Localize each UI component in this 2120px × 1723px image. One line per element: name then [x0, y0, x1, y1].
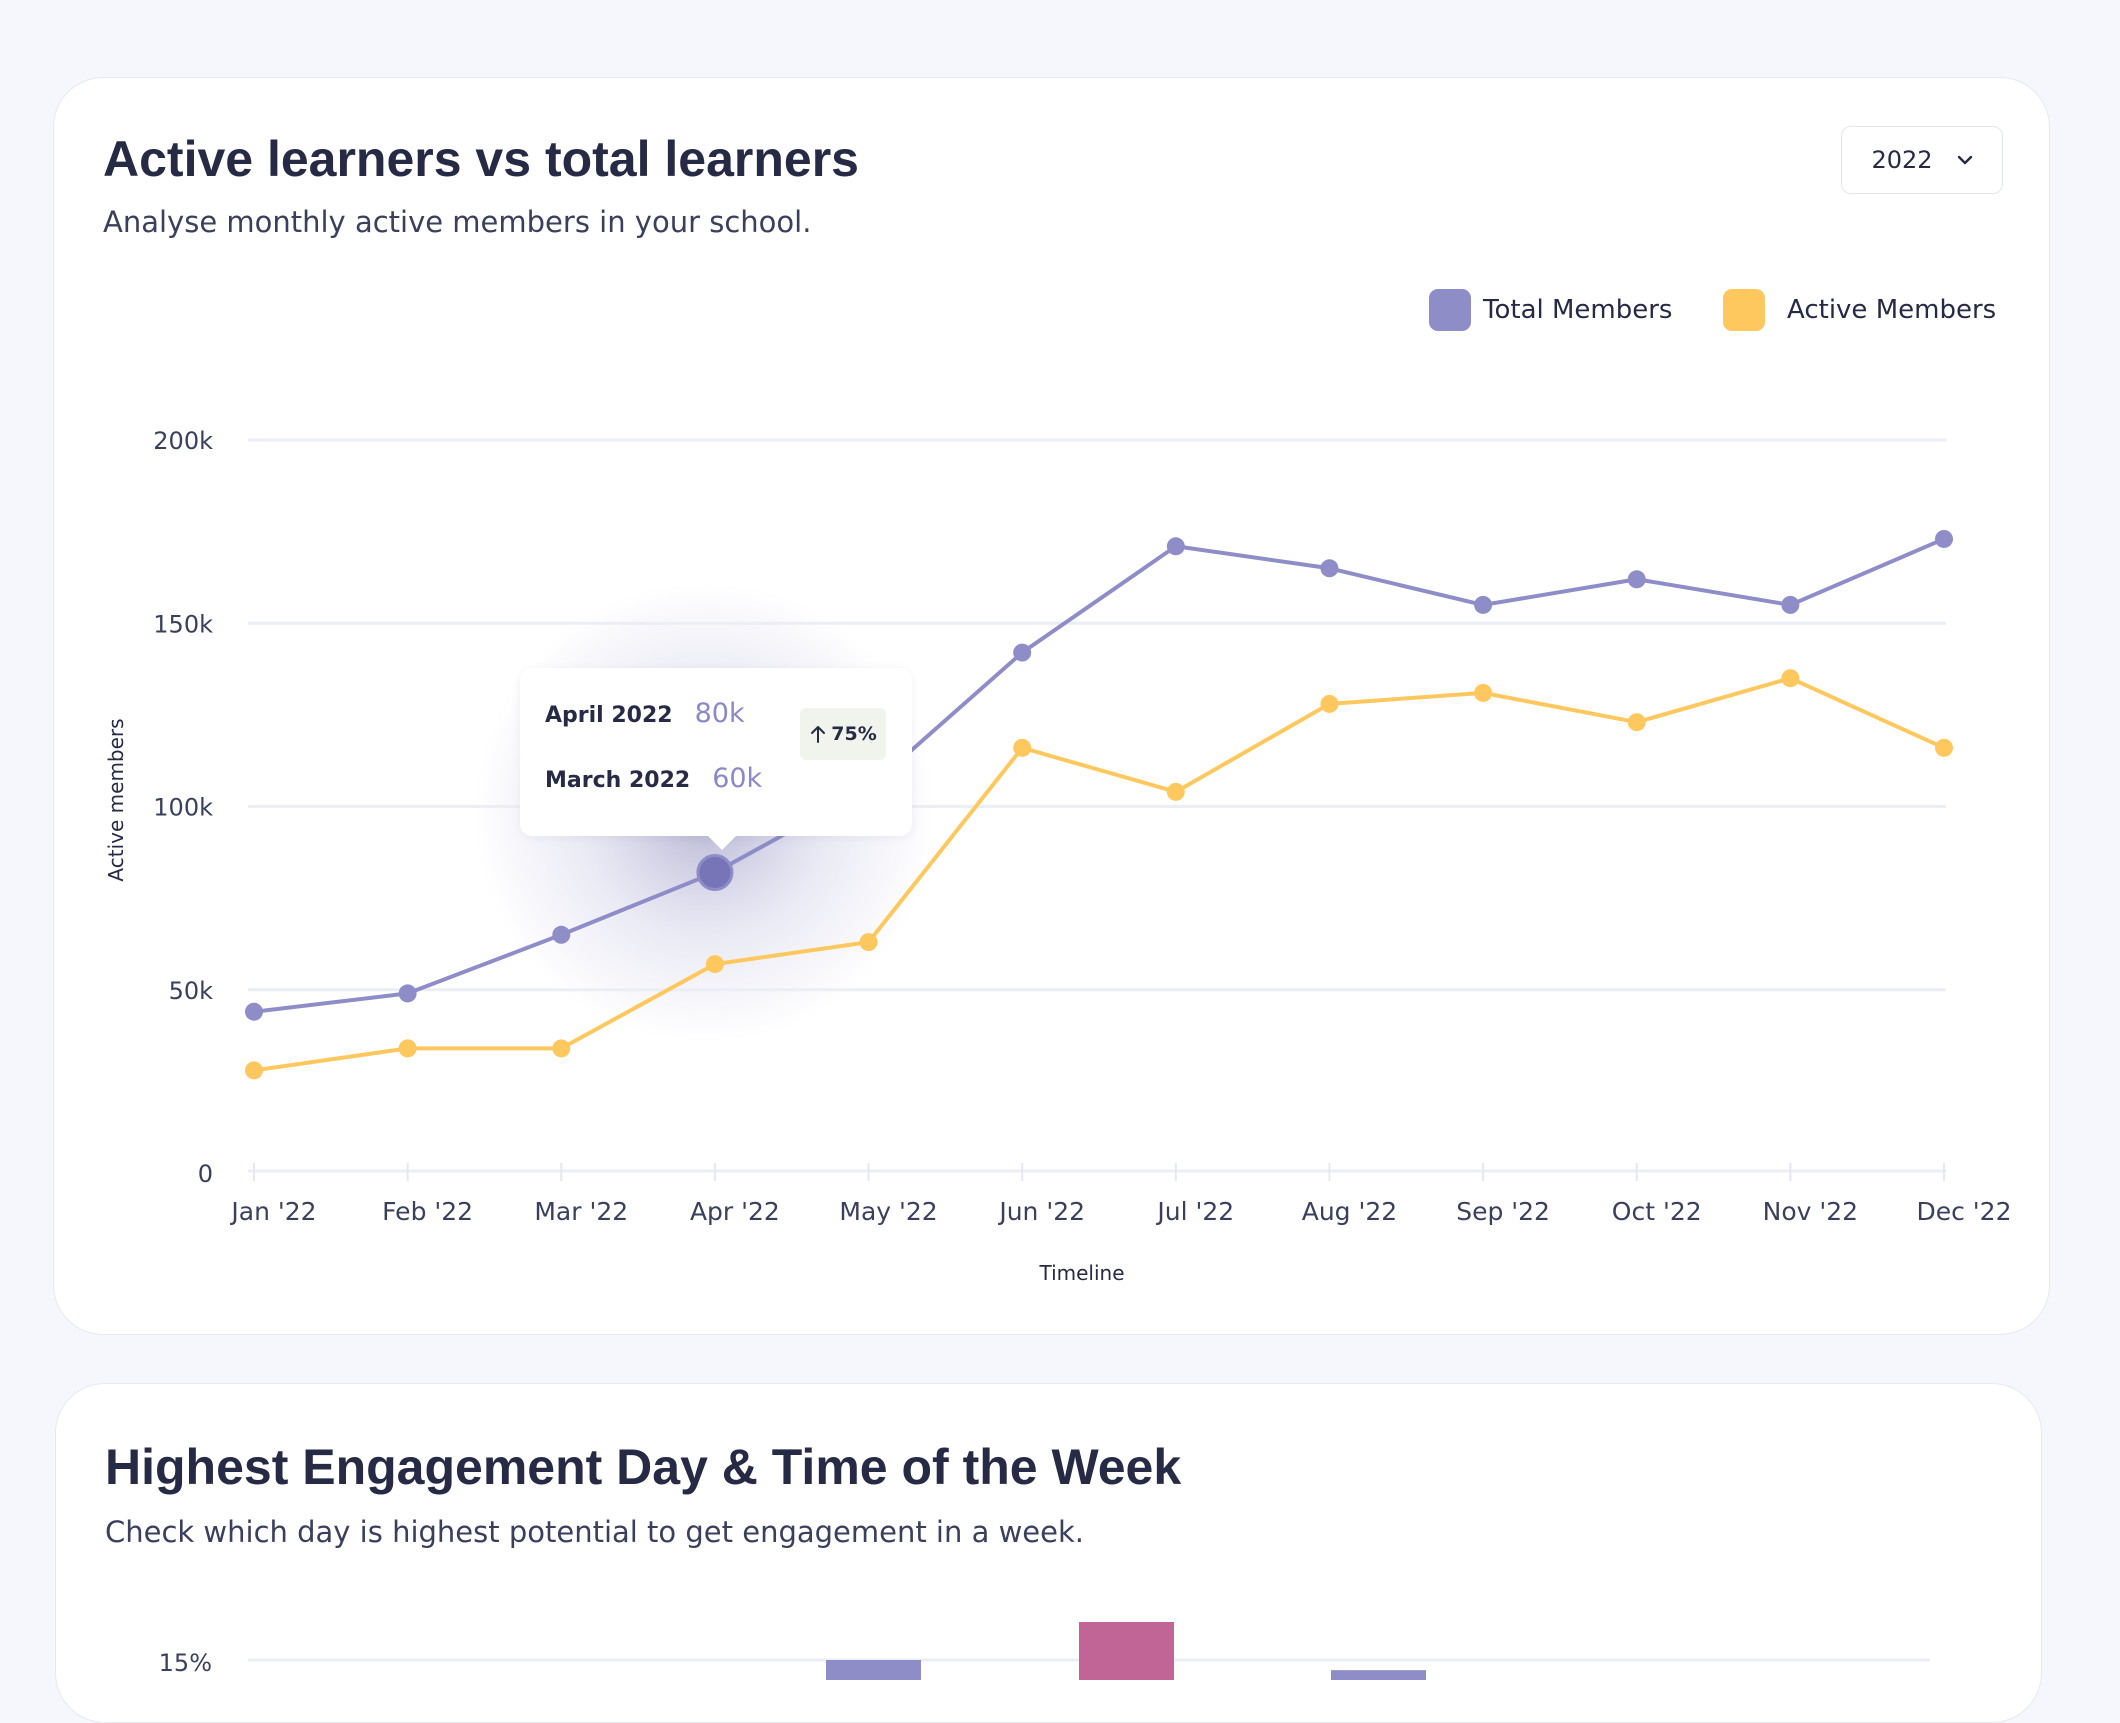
data-point	[1474, 595, 1493, 614]
x-tick-label: Dec '22	[1916, 1197, 2011, 1226]
y-tick-label: 200k	[153, 427, 213, 455]
legend-item-total-members[interactable]: Total Members	[1429, 289, 1672, 331]
x-tick-label: Apr '22	[690, 1197, 780, 1226]
series-line-active-members	[253, 676, 1945, 1073]
data-point	[552, 925, 571, 944]
engagement-card	[55, 1383, 2042, 1723]
x-tick-label: Jul '22	[1155, 1197, 1234, 1226]
data-point	[245, 1002, 263, 1021]
chart-subtitle: Analyse monthly active members in your s…	[103, 205, 812, 239]
x-tick-label: May '22	[839, 1197, 937, 1226]
data-point	[1781, 595, 1800, 614]
engagement-subtitle: Check which day is highest potential to …	[105, 1515, 1084, 1549]
data-point	[1627, 570, 1646, 589]
engagement-bar	[1079, 1622, 1174, 1680]
chevron-down-icon	[1957, 155, 1972, 165]
data-point	[1320, 559, 1339, 578]
year-select-value: 2022	[1871, 146, 1933, 174]
y-tick-label: 50k	[169, 977, 214, 1005]
data-point	[398, 984, 417, 1003]
series-line-total-members	[253, 537, 1945, 1014]
tooltip-previous-value: 60k	[712, 763, 763, 794]
engagement-title: Highest Engagement Day & Time of the Wee…	[105, 1439, 1182, 1495]
y-axis-label: Active members	[104, 718, 128, 881]
x-tick-label: Feb '22	[382, 1197, 473, 1226]
x-tick-label: Jun '22	[997, 1197, 1085, 1226]
tooltip-row-current: April 2022 80k	[545, 698, 745, 729]
tooltip-change-badge: 75%	[800, 708, 886, 760]
data-point	[1935, 529, 1953, 548]
y-tick-label: 150k	[153, 610, 213, 638]
legend-item-active-members[interactable]: Active Members	[1723, 289, 1996, 331]
legend-label-active: Active Members	[1787, 295, 1997, 325]
data-point	[1935, 738, 1953, 757]
tooltip-current-label: April 2022	[545, 703, 673, 728]
data-point	[1166, 537, 1185, 556]
year-select[interactable]: 2022	[1841, 126, 2003, 194]
tooltip-row-previous: March 2022 60k	[545, 763, 762, 794]
engagement-bar-chart: 15%	[159, 1622, 1930, 1680]
x-tick-label: Mar '22	[534, 1197, 628, 1226]
x-tick-label: Nov '22	[1763, 1197, 1858, 1226]
data-point	[1013, 643, 1032, 662]
x-tick-label: Jan '22	[229, 1197, 316, 1226]
y-tick-label: 100k	[153, 794, 213, 822]
tooltip-previous-label: March 2022	[545, 768, 691, 793]
chart-title: Active learners vs total learners	[103, 131, 859, 187]
legend-label-total: Total Members	[1483, 295, 1673, 325]
highlighted-data-point	[696, 853, 734, 891]
data-point	[1320, 694, 1339, 713]
engagement-bar	[1331, 1670, 1426, 1680]
data-point	[245, 1061, 263, 1080]
data-point	[552, 1039, 571, 1058]
legend-swatch-active-icon	[1723, 289, 1765, 331]
y-tick-label: 0	[198, 1160, 213, 1188]
x-axis-label: Timeline	[1038, 1261, 1124, 1285]
line-chart: 0 50k 100k 150k 200k Jan '22 Feb '22 Mar '22 Apr…	[104, 427, 2012, 1285]
legend-swatch-total-icon	[1429, 289, 1471, 331]
data-point	[398, 1039, 417, 1058]
data-point	[1013, 738, 1032, 757]
tooltip-current-value: 80k	[694, 698, 745, 729]
data-point	[1781, 669, 1800, 688]
x-tick-label: Sep '22	[1456, 1197, 1550, 1226]
active-learners-card	[53, 77, 2050, 1335]
arrow-up-icon	[811, 726, 826, 743]
chart-tooltip: April 2022 80k March 2022 60k 75%	[520, 668, 912, 850]
data-point	[859, 933, 878, 952]
bar-y-tick-label: 15%	[159, 1649, 212, 1677]
tooltip-change-value: 75%	[831, 723, 877, 745]
data-point	[1474, 683, 1493, 702]
data-point	[1166, 782, 1185, 801]
data-point	[705, 955, 724, 974]
x-tick-label: Aug '22	[1302, 1197, 1397, 1226]
data-point	[1627, 713, 1646, 732]
engagement-bar	[826, 1660, 921, 1680]
x-tick-label: Oct '22	[1612, 1197, 1702, 1226]
